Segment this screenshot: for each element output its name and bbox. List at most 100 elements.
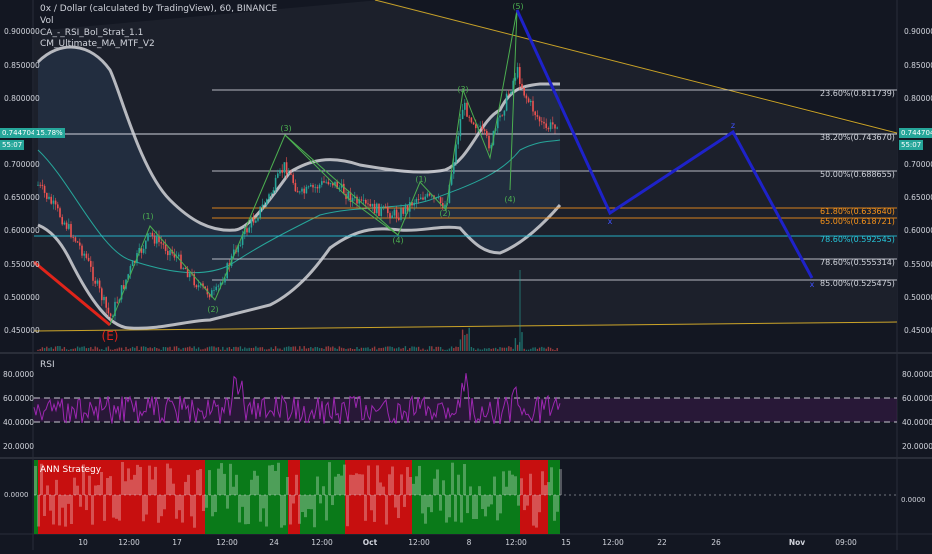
candle-body — [164, 244, 167, 251]
ann-histogram — [508, 470, 511, 495]
candle-body — [145, 240, 147, 249]
ann-histogram — [40, 463, 43, 495]
volume-bar — [494, 347, 497, 351]
candle-body — [398, 217, 400, 220]
candle-body — [411, 202, 413, 206]
fib-label: 38.20%(0.743670) — [820, 133, 895, 142]
price-label-left: 0.450000 — [4, 326, 40, 335]
ann-histogram — [274, 470, 277, 495]
candle-body — [508, 93, 510, 95]
ann-histogram — [487, 495, 490, 507]
volume-bar — [448, 348, 451, 351]
candle-body — [248, 227, 250, 233]
candle-body — [532, 100, 534, 112]
candle-body — [466, 102, 468, 117]
volume-bar — [103, 349, 105, 351]
ann-histogram — [412, 483, 415, 495]
ann-histogram — [244, 495, 247, 525]
price-label: 0.600000 — [904, 226, 932, 235]
volume-bar — [455, 346, 457, 351]
candle-body — [184, 267, 187, 270]
ann-histogram — [265, 495, 268, 527]
candle-body — [292, 174, 294, 183]
candle-body — [503, 110, 506, 116]
time-label: 26 — [711, 538, 721, 547]
indicator-rsi-bol[interactable]: CA_-_RSI_Bol_Strat_1.1 — [40, 28, 144, 38]
time-label: 09:00 — [835, 538, 857, 547]
volume-bar — [266, 349, 268, 351]
indicator-ma-mtf[interactable]: CM_Ultimate_MA_MTF_V2 — [40, 39, 155, 49]
candle-body — [140, 248, 143, 253]
candle-body — [92, 266, 94, 281]
ann-histogram — [214, 495, 217, 513]
volume-bar — [556, 347, 558, 351]
fib-label: 23.60%(0.811739) — [820, 89, 895, 98]
candle-body — [450, 173, 453, 185]
volume-bar — [70, 348, 72, 351]
volume-bar — [310, 347, 312, 351]
elliott-wave-subline — [284, 134, 399, 236]
volume-bar — [182, 347, 184, 351]
rsi-line — [33, 373, 561, 424]
volume-bar — [292, 346, 294, 351]
candle-body — [63, 222, 66, 225]
candle-body — [382, 206, 385, 208]
volume-bar — [459, 339, 462, 351]
symbol-title[interactable]: 0x / Dollar (calculated by TradingView),… — [40, 4, 278, 14]
rsi-title[interactable]: RSI — [40, 360, 55, 370]
price-label: 0.900000 — [904, 27, 932, 36]
candle-body — [263, 204, 266, 206]
ann-histogram — [91, 495, 94, 525]
ann-histogram — [385, 495, 388, 525]
ann-histogram — [106, 478, 109, 495]
ann-histogram — [442, 480, 445, 495]
candle-body — [114, 301, 116, 317]
volume-bar — [307, 348, 310, 351]
ann-title[interactable]: ANN Strategy — [40, 465, 102, 475]
candle-body — [367, 203, 369, 205]
volume-bar — [536, 348, 539, 351]
volume-bar — [435, 346, 437, 351]
volume-bar — [461, 329, 464, 351]
volume-bar — [98, 349, 101, 351]
ann-histogram — [196, 470, 199, 495]
ann-histogram — [334, 476, 337, 495]
candle-body — [358, 199, 360, 204]
ann-histogram — [112, 495, 115, 518]
volume-bar — [305, 348, 308, 351]
price-label-left: 0.650000 — [4, 193, 40, 202]
candle-body — [426, 193, 429, 197]
volume-bar — [413, 346, 415, 351]
elliott-wave-lines — [109, 9, 518, 326]
volume-bar — [41, 347, 44, 351]
candle-body — [505, 93, 508, 111]
volume-bar — [415, 347, 418, 351]
ann-histogram — [472, 495, 475, 520]
ann-histogram — [250, 479, 253, 495]
rsi-axis-label: 80.0000 — [902, 370, 932, 379]
triangle-area — [34, 0, 897, 332]
candle-body — [237, 244, 239, 253]
volume-bar — [450, 346, 453, 351]
ann-histogram — [310, 495, 313, 510]
ann-histogram — [301, 495, 304, 513]
ann-histogram — [421, 495, 424, 514]
wave-projection — [515, 9, 814, 279]
ann-histogram — [247, 495, 250, 525]
indicator-vol[interactable]: Vol — [40, 16, 54, 26]
candle-body — [545, 123, 547, 129]
volume-bar — [417, 346, 420, 351]
volume-bar — [129, 348, 132, 351]
candle-body — [70, 224, 72, 238]
ann-histogram — [115, 495, 118, 519]
time-label: 12:00 — [118, 538, 140, 547]
time-axis[interactable]: 10 12:00 17 12:00 24 12:00 Oct 12:00 8 12:00 15 12:… — [78, 538, 857, 547]
ann-histogram — [484, 495, 487, 517]
ann-histogram — [430, 495, 433, 513]
volume-bar — [332, 346, 334, 351]
ann-histogram — [451, 462, 454, 495]
candle-body — [204, 286, 206, 289]
volume-bar — [296, 349, 299, 351]
